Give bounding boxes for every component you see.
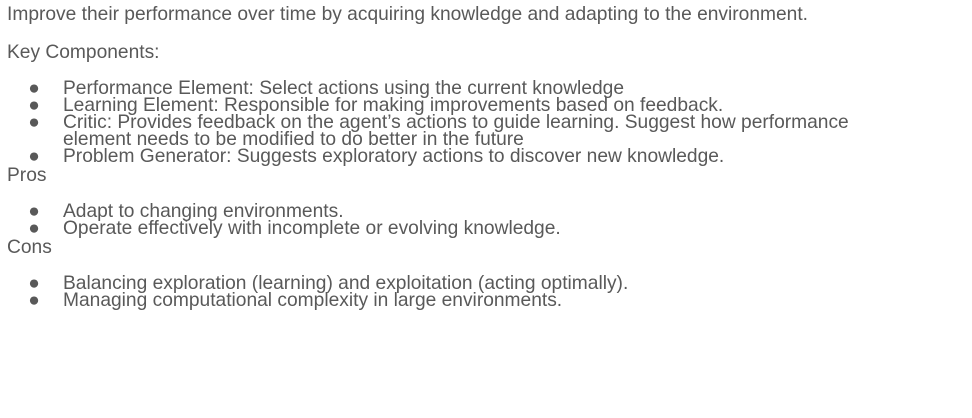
bullet-icon: ● [28, 112, 40, 133]
pros-list: ● Adapt to changing environments. ● Oper… [7, 201, 972, 239]
key-components-list: ● Performance Element: Select actions us… [7, 78, 972, 167]
pros-heading: Pros [7, 165, 47, 186]
list-item-text: Performance Element: Select actions usin… [63, 78, 625, 99]
bullet-icon: ● [28, 218, 40, 239]
list-item-text: Problem Generator: Suggests exploratory … [63, 146, 725, 167]
list-item-text-continuation: element needs to be modified to do bette… [63, 129, 524, 150]
list-item: ● Critic: Provides feedback on the agent… [7, 112, 972, 150]
list-item: ● Problem Generator: Suggests explorator… [7, 146, 972, 167]
bullet-icon: ● [28, 290, 40, 311]
bullet-icon: ● [28, 146, 40, 167]
list-item: ● Operate effectively with incomplete or… [7, 218, 972, 239]
key-components-heading: Key Components: [7, 42, 160, 63]
list-item: ● Adapt to changing environments. [7, 201, 972, 222]
list-item-text: Managing computational complexity in lar… [63, 290, 563, 311]
bullet-icon: ● [28, 201, 40, 222]
intro-text: Improve their performance over time by a… [7, 4, 808, 25]
cons-heading: Cons [7, 237, 52, 258]
bullet-icon: ● [28, 78, 40, 99]
list-item: ● Learning Element: Responsible for maki… [7, 95, 972, 116]
list-item-text: Operate effectively with incomplete or e… [63, 218, 561, 239]
list-item-text: Balancing exploration (learning) and exp… [63, 273, 629, 294]
bullet-icon: ● [28, 273, 40, 294]
cons-list: ● Balancing exploration (learning) and e… [7, 273, 972, 311]
bullet-icon: ● [28, 95, 40, 116]
list-item-text: Adapt to changing environments. [63, 201, 344, 222]
list-item-text: Critic: Provides feedback on the agent’s… [63, 112, 849, 133]
list-item: ● Managing computational complexity in l… [7, 290, 972, 311]
list-item-text: Learning Element: Responsible for making… [63, 95, 724, 116]
list-item: ● Performance Element: Select actions us… [7, 78, 972, 99]
list-item: ● Balancing exploration (learning) and e… [7, 273, 972, 294]
